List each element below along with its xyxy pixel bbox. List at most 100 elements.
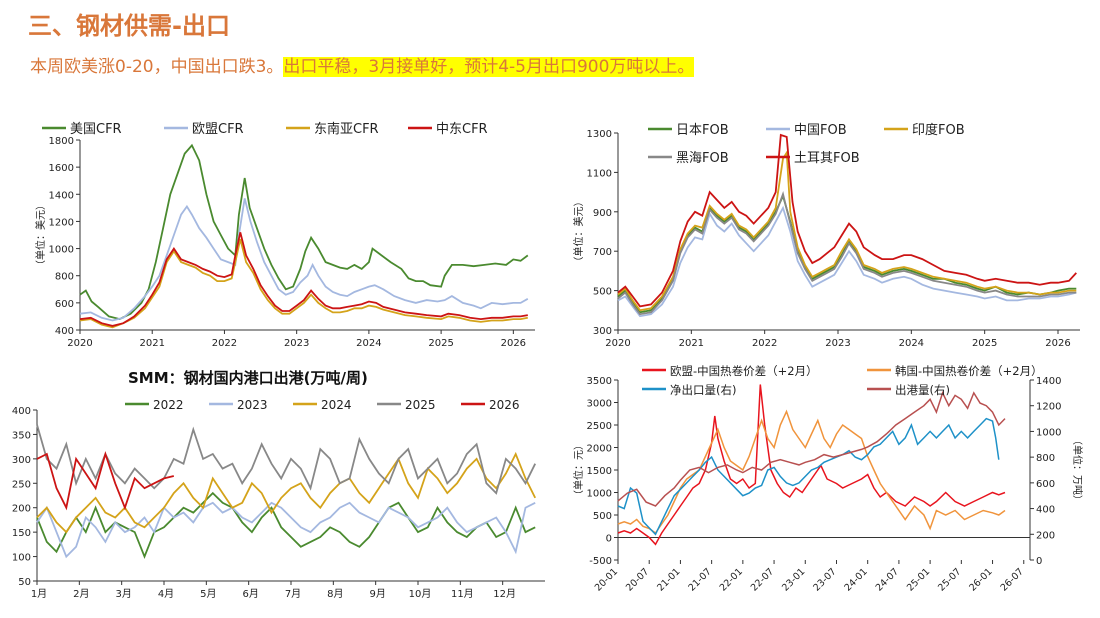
series-line (79, 198, 529, 322)
legend-label: 黑海FOB (676, 151, 729, 166)
x-tick-label: 20-07 (624, 566, 651, 593)
y-tick-label-left: 1000 (587, 489, 612, 500)
y-tick-label: 250 (12, 479, 31, 490)
x-tick-label: 7月 (285, 588, 301, 600)
x-tick-label: 5月 (200, 588, 216, 600)
legend-label: 2026 (489, 398, 520, 412)
page-subtitle: 本周欧美涨0-20，中国出口跌3。出口平稳，3月接单好，预计4-5月出口900万… (30, 52, 695, 77)
y-tick-label: 400 (12, 406, 31, 417)
series-line (617, 390, 1006, 507)
x-tick-label: 25-01 (905, 566, 932, 593)
legend-label: 土耳其FOB (794, 151, 860, 166)
x-tick-label: 21-07 (686, 566, 713, 593)
series-line (79, 143, 529, 321)
series-line (617, 409, 1006, 535)
y-tick-label-right: 600 (1036, 479, 1055, 490)
series-line (617, 205, 1077, 318)
y-tick-label-left: -500 (589, 556, 612, 567)
y-tick-label-right: 1200 (1036, 402, 1061, 413)
x-tick-label: 2021 (679, 338, 704, 349)
x-tick-label: 2020 (605, 338, 630, 349)
x-tick-label: 2021 (139, 338, 164, 349)
x-tick-label: 21-01 (655, 566, 682, 593)
legend-label: 出港量(右) (895, 383, 950, 397)
y-tick-label-right: 800 (1036, 453, 1055, 464)
legend-label: 韩国-中国热卷价差（+2月） (895, 364, 1043, 378)
x-tick-label: 2024 (356, 338, 381, 349)
y-tick-label: 500 (593, 287, 612, 298)
legend-label: 美国CFR (70, 122, 122, 137)
series-line (617, 417, 1000, 536)
x-tick-label: 26-01 (967, 566, 994, 593)
y-tick-label: 300 (12, 455, 31, 466)
x-tick-label: 12月 (493, 588, 516, 600)
x-tick-label: 2025 (428, 338, 453, 349)
x-tick-label: 2022 (212, 338, 237, 349)
y-tick-label: 300 (593, 326, 612, 337)
y-tick-label: 800 (55, 272, 74, 283)
x-tick-label: 23-01 (780, 566, 807, 593)
subtitle-plain: 本周欧美涨0-20，中国出口跌3。 (30, 57, 284, 77)
x-tick-label: 20-01 (593, 566, 620, 593)
y-tick-label-right: 400 (1036, 505, 1055, 516)
y-tick-label-right: 1000 (1036, 427, 1061, 438)
y-tick-label-left: 0 (606, 534, 612, 545)
series-line (79, 238, 528, 329)
x-tick-label: 6月 (242, 588, 258, 600)
x-tick-label: 2023 (284, 338, 309, 349)
x-tick-label: 2026 (1045, 338, 1070, 349)
y-tick-label: 100 (12, 553, 31, 564)
y-tick-label: 150 (12, 528, 31, 539)
x-tick-label: 22-01 (718, 566, 745, 593)
x-tick-label: 3月 (115, 588, 131, 600)
y-tick-label: 1800 (49, 136, 74, 147)
y-tick-label-left: 1500 (587, 466, 612, 477)
price-spread-export-chart: -500 0 500 1000 1500 2000 2500 3000 3500 0 200 400 6… (572, 364, 1084, 594)
x-tick-label: 2024 (899, 338, 924, 349)
chart-title: SMM：钢材国内港口出港(万吨/周) (128, 369, 368, 387)
y-tick-label-right: 1400 (1036, 376, 1061, 387)
x-tick-label: 8月 (327, 588, 343, 600)
y-tick-label: 1100 (587, 168, 612, 179)
y-tick-label-right: 0 (1036, 556, 1042, 567)
series-line (36, 451, 537, 534)
y-tick-label: 50 (18, 577, 31, 588)
x-tick-label: 2月 (73, 588, 89, 600)
legend-label: 东南亚CFR (314, 121, 379, 137)
smm-port-outbound-chart: SMM：钢材国内港口出港(万吨/周) 2022 2023 2024 2025 2026 50… (12, 369, 545, 600)
y-tick-label: 1600 (49, 163, 74, 174)
y-axis-label-left: （单位：元） (572, 440, 585, 500)
x-tick-label: 2022 (752, 338, 777, 349)
legend-label: 欧盟CFR (192, 122, 244, 137)
y-tick-label-left: 2000 (587, 444, 612, 455)
y-tick-label-left: 2500 (587, 421, 612, 432)
legend-label: 中东CFR (436, 122, 488, 137)
y-tick-label-left: 500 (593, 511, 612, 522)
y-tick-label-left: 3000 (587, 399, 612, 410)
series-line (79, 232, 528, 327)
y-tick-label: 1000 (49, 245, 74, 256)
legend-label: 欧盟-中国热卷价差（+2月） (670, 364, 818, 378)
legend-label: 印度FOB (912, 122, 965, 138)
legend-label: 日本FOB (676, 123, 729, 138)
x-tick-label: 24-01 (843, 566, 870, 593)
series-line (36, 491, 536, 560)
x-tick-label: 11月 (451, 588, 474, 600)
y-tick-label: 1300 (587, 129, 612, 140)
y-tick-label-right: 200 (1036, 530, 1055, 541)
y-tick-label: 350 (12, 430, 31, 441)
x-tick-label: 2025 (972, 338, 997, 349)
x-tick-label: 22-07 (749, 566, 776, 593)
series-line (617, 193, 1077, 314)
legend-label: 2024 (321, 398, 352, 412)
series-line (36, 450, 175, 511)
x-tick-label: 24-07 (874, 566, 901, 593)
series-line (617, 191, 1077, 316)
y-tick-label: 200 (12, 504, 31, 515)
x-tick-label: 10月 (409, 588, 432, 600)
legend-label: 2023 (237, 398, 268, 412)
x-tick-label: 23-07 (811, 566, 838, 593)
series-line (617, 133, 1077, 308)
y-axis-label-right: （单位：万吨） (1071, 435, 1084, 505)
x-tick-label: 2023 (825, 338, 850, 349)
